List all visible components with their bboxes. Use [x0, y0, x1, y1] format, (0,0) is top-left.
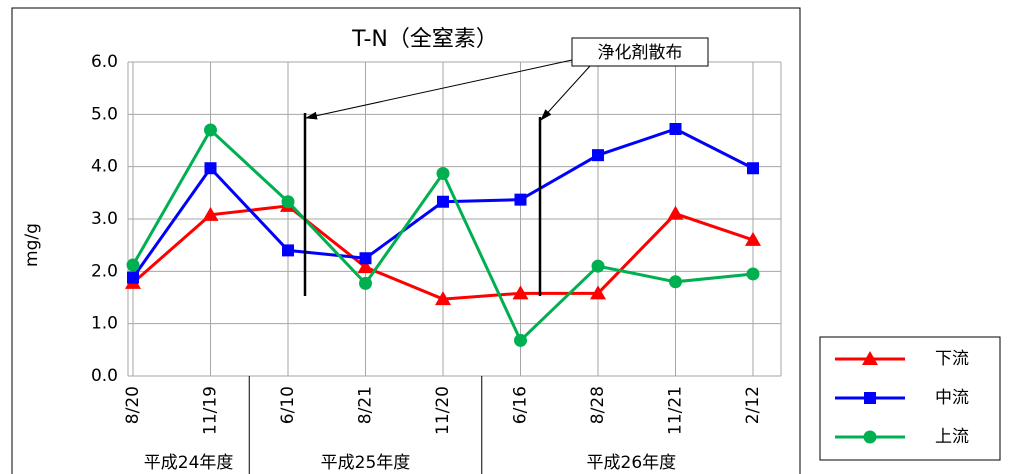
y-tick-label: 3.0	[91, 209, 118, 229]
x-tick-label: 8/21	[356, 386, 376, 424]
y-tick-label: 6.0	[91, 52, 118, 72]
x-tick-label: 2/12	[743, 386, 763, 424]
point	[357, 259, 374, 274]
annotation-box	[571, 37, 709, 67]
x-tick-label: 11/21	[666, 386, 686, 435]
point	[514, 333, 527, 347]
point	[592, 149, 604, 162]
x-tick-label: 8/20	[123, 386, 143, 424]
point	[204, 123, 217, 137]
point	[669, 122, 682, 135]
legend-label: 上流	[935, 427, 969, 447]
x-tick-label: 8/28	[588, 386, 608, 424]
point	[126, 258, 140, 272]
legend-label: 中流	[935, 388, 969, 408]
point	[862, 351, 878, 365]
point	[863, 430, 877, 444]
y-tick-label: 2.0	[91, 261, 118, 281]
point	[202, 206, 219, 221]
y-tick-label: 4.0	[91, 157, 118, 177]
point	[591, 259, 605, 273]
point	[359, 276, 372, 290]
point	[204, 162, 217, 175]
group-label: 平成24年度	[144, 453, 234, 473]
chart-frame	[11, 7, 801, 474]
point	[435, 291, 451, 306]
group-label: 平成26年度	[587, 453, 677, 473]
point	[127, 271, 139, 284]
point	[281, 195, 295, 209]
y-tick-label: 0.0	[91, 366, 118, 386]
point	[512, 285, 529, 300]
x-tick-label: 6/10	[278, 386, 298, 424]
point	[669, 275, 682, 289]
chart-title: T-N（全窒素）	[351, 27, 498, 52]
annotation: 浄化剤散布	[598, 43, 683, 63]
x-tick-label: 11/19	[201, 386, 221, 435]
point	[746, 267, 760, 281]
x-tick-label: 6/16	[511, 386, 531, 424]
point	[864, 392, 876, 404]
point	[437, 195, 449, 208]
point	[514, 193, 527, 206]
point	[590, 285, 606, 300]
y-tick-label: 1.0	[91, 314, 118, 334]
y-tick-label: 5.0	[91, 104, 118, 124]
y-axis-label: mg/g	[22, 223, 42, 267]
plot-area: 0.0 1.0 2.0 3.0 4.0 5.0 6.0 8/20 11/19 6/10 8/21 11…	[91, 52, 782, 474]
point	[282, 244, 294, 257]
point	[436, 166, 450, 180]
group-label: 平成25年度	[321, 453, 411, 473]
x-tick-label: 11/20	[433, 386, 453, 435]
legend-label: 下流	[935, 349, 969, 369]
point	[747, 162, 759, 175]
point	[359, 252, 372, 265]
arrow	[305, 59, 573, 120]
point	[745, 231, 761, 246]
arrow	[540, 65, 591, 121]
point	[667, 205, 684, 220]
